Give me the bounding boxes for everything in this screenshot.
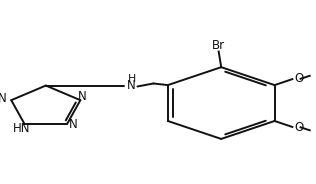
Text: N: N xyxy=(127,79,136,92)
Text: N: N xyxy=(69,118,77,131)
Text: HN: HN xyxy=(13,123,30,135)
Text: H: H xyxy=(128,74,137,84)
Text: Br: Br xyxy=(211,39,225,52)
Text: N: N xyxy=(0,92,6,105)
Text: O: O xyxy=(294,121,303,134)
Text: O: O xyxy=(294,72,303,85)
Text: N: N xyxy=(78,90,86,103)
